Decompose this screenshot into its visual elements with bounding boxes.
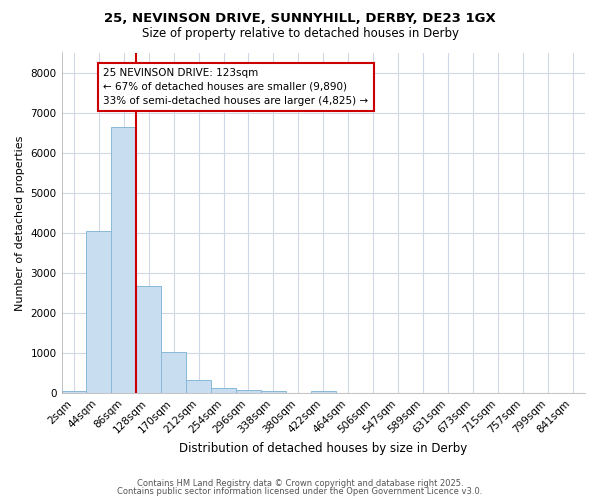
Y-axis label: Number of detached properties: Number of detached properties [15, 135, 25, 310]
Text: 25, NEVINSON DRIVE, SUNNYHILL, DERBY, DE23 1GX: 25, NEVINSON DRIVE, SUNNYHILL, DERBY, DE… [104, 12, 496, 26]
Bar [62, 391, 86, 394]
Text: 25 NEVINSON DRIVE: 123sqm
← 67% of detached houses are smaller (9,890)
33% of se: 25 NEVINSON DRIVE: 123sqm ← 67% of detac… [103, 68, 368, 106]
Text: Size of property relative to detached houses in Derby: Size of property relative to detached ho… [142, 28, 458, 40]
X-axis label: Distribution of detached houses by size in Derby: Distribution of detached houses by size … [179, 442, 467, 455]
Text: Contains HM Land Registry data © Crown copyright and database right 2025.: Contains HM Land Registry data © Crown c… [137, 478, 463, 488]
Text: Contains public sector information licensed under the Open Government Licence v3: Contains public sector information licen… [118, 487, 482, 496]
Bar [86, 231, 112, 394]
Bar [311, 390, 336, 394]
Bar [236, 390, 261, 394]
Bar [261, 390, 286, 394]
Bar [211, 388, 236, 394]
Bar [186, 380, 211, 394]
Bar [112, 126, 136, 394]
Bar [136, 286, 161, 394]
Bar [161, 352, 186, 394]
